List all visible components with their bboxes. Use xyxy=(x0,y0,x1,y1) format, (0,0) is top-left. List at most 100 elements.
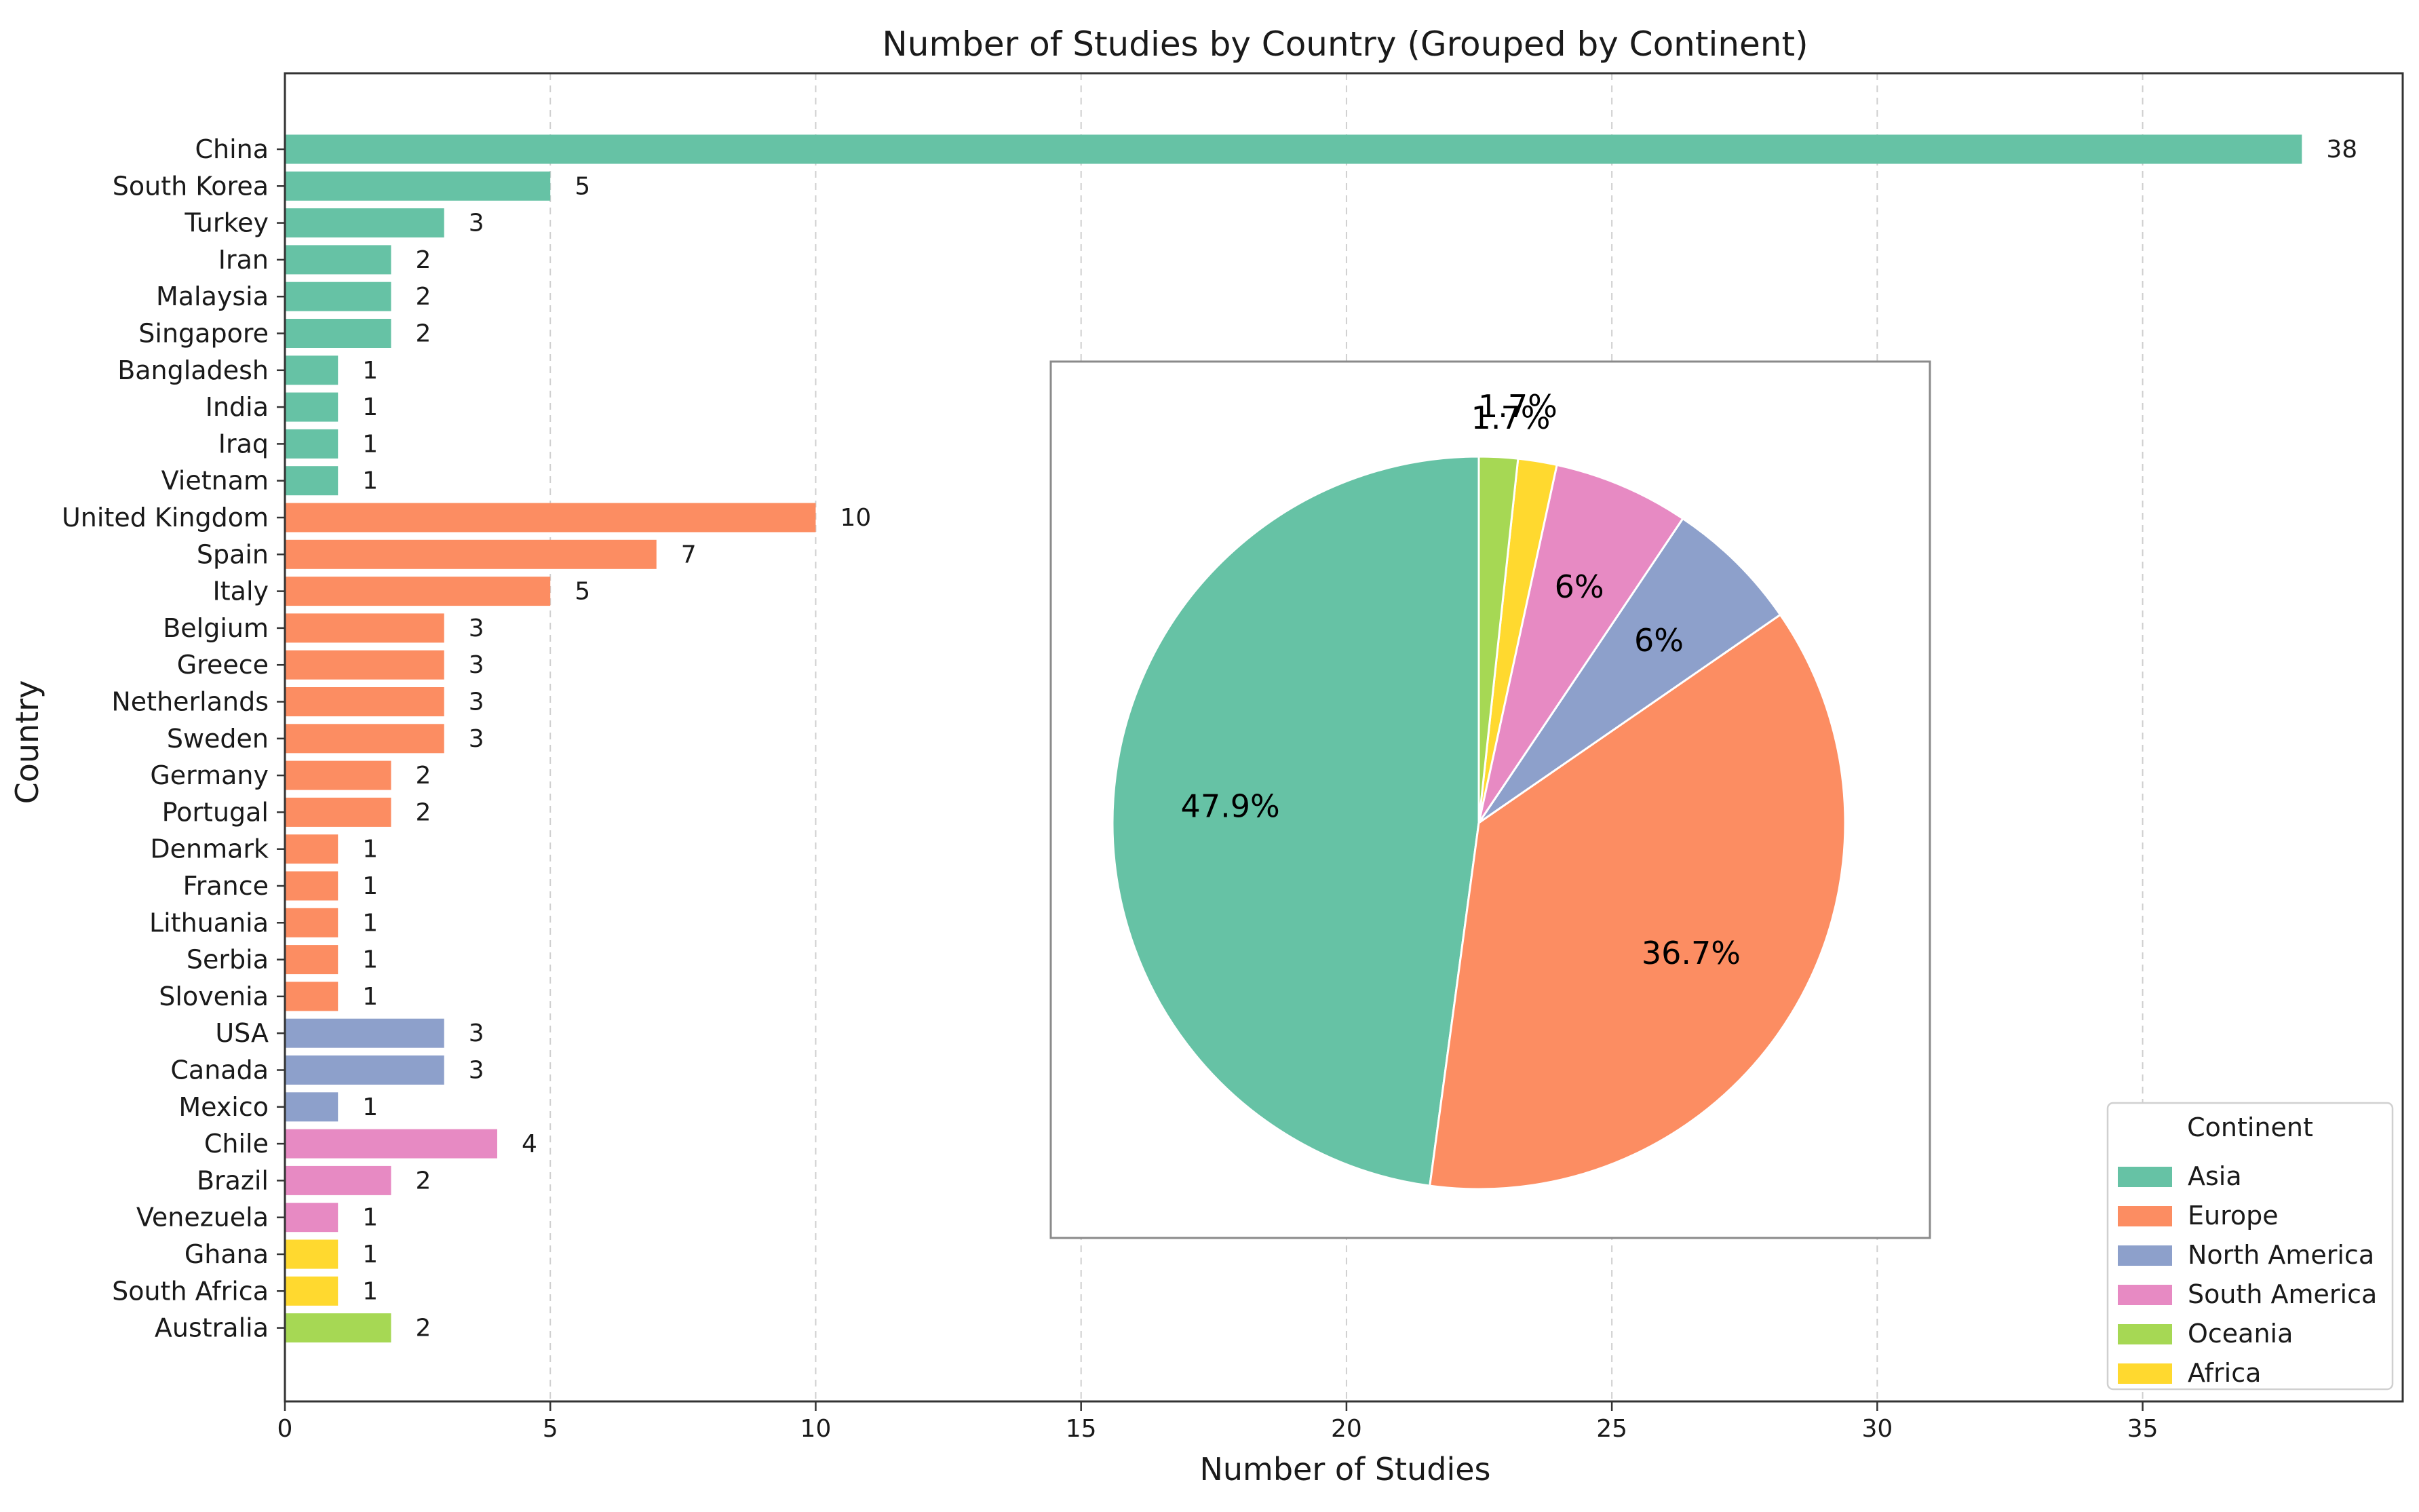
bar-iraq xyxy=(285,429,338,459)
bar-value-mexico: 1 xyxy=(362,1093,378,1121)
pie-pct-label-europe: 36.7% xyxy=(1642,935,1741,971)
y-tick-label-brazil: Brazil xyxy=(197,1165,269,1195)
pie-slice-europe xyxy=(1429,613,1846,1190)
x-axis-label: Number of Studies xyxy=(1199,1451,1490,1488)
legend-label-asia: Asia xyxy=(2188,1161,2242,1191)
bar-value-lithuania: 1 xyxy=(362,909,378,937)
bar-value-malaysia: 2 xyxy=(415,283,431,311)
x-tick-label-0: 0 xyxy=(277,1415,293,1443)
y-tick-label-serbia: Serbia xyxy=(187,945,269,975)
bar-value-ghana: 1 xyxy=(362,1241,378,1268)
y-tick-label-germany: Germany xyxy=(150,760,269,790)
legend-label-oceania: Oceania xyxy=(2188,1319,2293,1349)
x-tick-label-20: 20 xyxy=(1331,1415,1362,1443)
legend-label-europe: Europe xyxy=(2188,1201,2279,1230)
bar-italy xyxy=(285,577,551,606)
y-tick-label-china: China xyxy=(195,134,269,164)
bar-value-vietnam: 1 xyxy=(362,467,378,495)
bar-belgium xyxy=(285,613,444,643)
bar-value-chile: 4 xyxy=(522,1130,537,1158)
y-tick-label-chile: Chile xyxy=(204,1129,269,1159)
x-tick-label-25: 25 xyxy=(1596,1415,1627,1443)
bar-value-canada: 3 xyxy=(469,1057,484,1085)
bar-france xyxy=(285,871,338,901)
bar-united-kingdom xyxy=(285,503,816,532)
bar-value-china: 38 xyxy=(2326,136,2357,163)
legend-swatch-oceania xyxy=(2118,1324,2172,1344)
y-tick-label-belgium: Belgium xyxy=(163,613,269,643)
x-tick-label-35: 35 xyxy=(2127,1415,2159,1443)
y-tick-label-greece: Greece xyxy=(177,650,269,680)
bar-value-turkey: 3 xyxy=(469,210,484,237)
bar-sweden xyxy=(285,724,444,754)
bar-usa xyxy=(285,1018,444,1048)
bar-portugal xyxy=(285,797,391,827)
bar-value-spain: 7 xyxy=(681,541,697,568)
bar-malaysia xyxy=(285,282,391,311)
bar-south-africa xyxy=(285,1276,338,1306)
bar-india xyxy=(285,392,338,422)
bar-australia xyxy=(285,1313,391,1343)
pie-slice-south-america xyxy=(1477,463,1684,823)
bar-lithuania xyxy=(285,908,338,937)
bar-value-singapore: 2 xyxy=(415,320,431,348)
y-tick-label-singapore: Singapore xyxy=(138,319,269,349)
y-tick-label-mexico: Mexico xyxy=(178,1092,269,1122)
y-tick-label-turkey: Turkey xyxy=(184,208,269,238)
legend-label-north-america: North America xyxy=(2188,1240,2374,1270)
bar-slovenia xyxy=(285,982,338,1011)
bar-value-italy: 5 xyxy=(575,578,590,606)
bar-greece xyxy=(285,650,444,680)
y-tick-label-iran: Iran xyxy=(218,245,269,275)
y-tick-label-usa: USA xyxy=(215,1018,269,1048)
pie-slice-oceania xyxy=(1477,455,1520,823)
pie-slice-asia xyxy=(1111,455,1480,1187)
bar-canada xyxy=(285,1055,444,1085)
bar-value-netherlands: 3 xyxy=(469,689,484,716)
bar-vietnam xyxy=(285,466,338,496)
y-tick-label-australia: Australia xyxy=(155,1313,269,1343)
legend-label-south-america: South America xyxy=(2188,1279,2377,1309)
bar-value-serbia: 1 xyxy=(362,946,378,974)
bar-turkey xyxy=(285,208,444,238)
y-tick-label-south-africa: South Africa xyxy=(112,1276,269,1306)
bar-value-sweden: 3 xyxy=(469,725,484,753)
bar-value-france: 1 xyxy=(362,872,378,900)
bar-value-venezuela: 1 xyxy=(362,1204,378,1232)
x-tick-label-15: 15 xyxy=(1066,1415,1097,1443)
y-tick-label-spain: Spain xyxy=(197,539,269,569)
bar-value-bangladesh: 1 xyxy=(362,357,378,385)
bar-value-germany: 2 xyxy=(415,762,431,790)
pie-slice-north-america xyxy=(1477,517,1782,824)
y-axis-label: Country xyxy=(9,680,45,805)
bar-china xyxy=(285,134,2302,164)
bar-value-australia: 2 xyxy=(415,1315,431,1342)
bar-chile xyxy=(285,1129,497,1159)
y-tick-label-slovenia: Slovenia xyxy=(159,982,269,1011)
bar-spain xyxy=(285,539,657,569)
bar-value-brazil: 2 xyxy=(415,1167,431,1195)
y-tick-label-netherlands: Netherlands xyxy=(111,687,269,717)
legend-title: Continent xyxy=(2187,1112,2313,1142)
legend-label-africa: Africa xyxy=(2188,1358,2261,1388)
bar-germany xyxy=(285,760,391,790)
bar-brazil xyxy=(285,1165,391,1195)
y-tick-label-india: India xyxy=(206,392,269,422)
bar-value-slovenia: 1 xyxy=(362,983,378,1011)
bar-singapore xyxy=(285,319,391,348)
legend-swatch-africa xyxy=(2118,1363,2172,1384)
pie-pct-label-africa: 1.7% xyxy=(1471,400,1551,436)
axes-frame xyxy=(284,72,2404,1403)
y-tick-label-malaysia: Malaysia xyxy=(156,282,269,311)
bar-value-iran: 2 xyxy=(415,246,431,274)
y-tick-label-portugal: Portugal xyxy=(162,797,269,827)
chart-title: Number of Studies by Country (Grouped by… xyxy=(882,24,1808,64)
y-tick-label-united-kingdom: United Kingdom xyxy=(62,503,269,532)
bar-venezuela xyxy=(285,1203,338,1233)
bar-value-belgium: 3 xyxy=(469,615,484,642)
legend-swatch-europe xyxy=(2118,1206,2172,1226)
legend-swatch-asia xyxy=(2118,1167,2172,1187)
bar-value-usa: 3 xyxy=(469,1020,484,1047)
